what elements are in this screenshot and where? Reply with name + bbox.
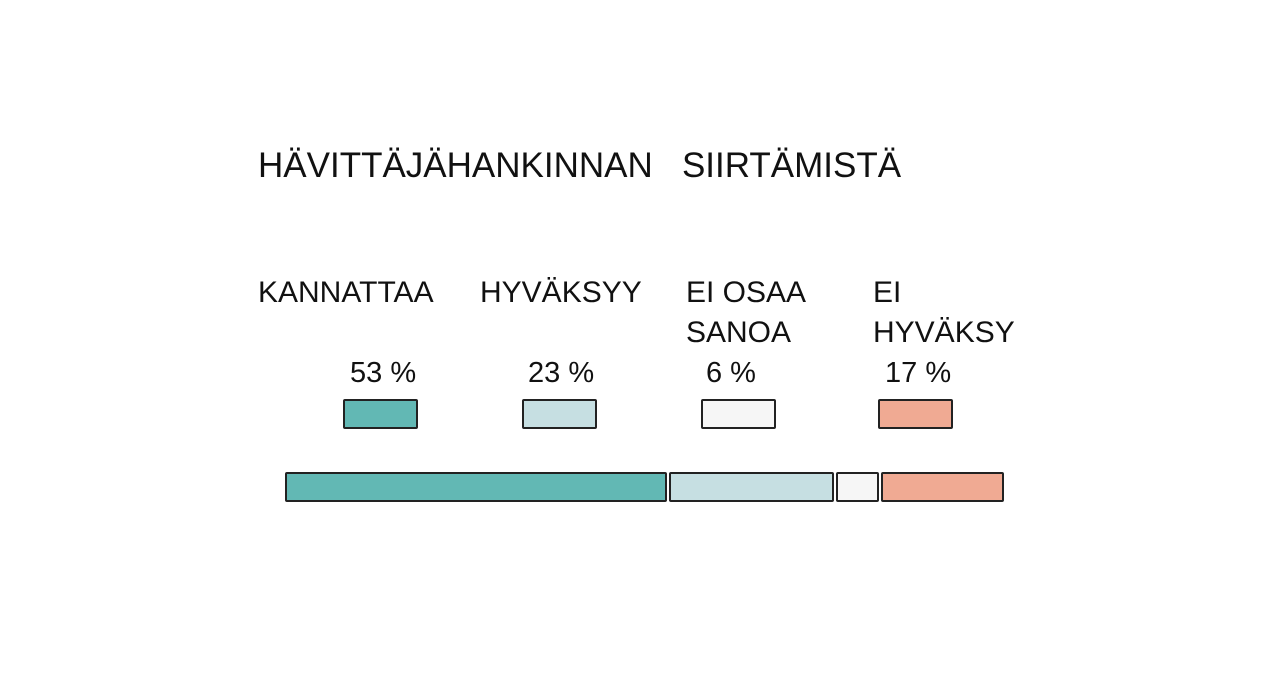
chart-title: HÄVITTÄJÄHANKINNAN SIIRTÄMISTÄ bbox=[258, 146, 902, 185]
legend-label: EI HYVÄKSY bbox=[873, 276, 1015, 349]
bar-segment bbox=[668, 472, 835, 502]
legend-swatch bbox=[878, 399, 953, 429]
bar-segment bbox=[285, 472, 667, 502]
legend-swatch bbox=[522, 399, 597, 429]
value-label: 53 % bbox=[350, 357, 417, 389]
legend-swatch bbox=[343, 399, 418, 429]
value-label: 17 % bbox=[885, 357, 952, 389]
legend-swatch bbox=[701, 399, 776, 429]
legend-label: EI OSAA SANOA bbox=[686, 276, 805, 349]
value-label: 23 % bbox=[528, 357, 595, 389]
legend-label: KANNATTAA bbox=[258, 276, 434, 309]
legend-label: HYVÄKSYY bbox=[480, 276, 642, 309]
value-label: 6 % bbox=[706, 357, 756, 389]
bar-segment bbox=[836, 472, 880, 502]
bar-segment bbox=[881, 472, 1004, 502]
